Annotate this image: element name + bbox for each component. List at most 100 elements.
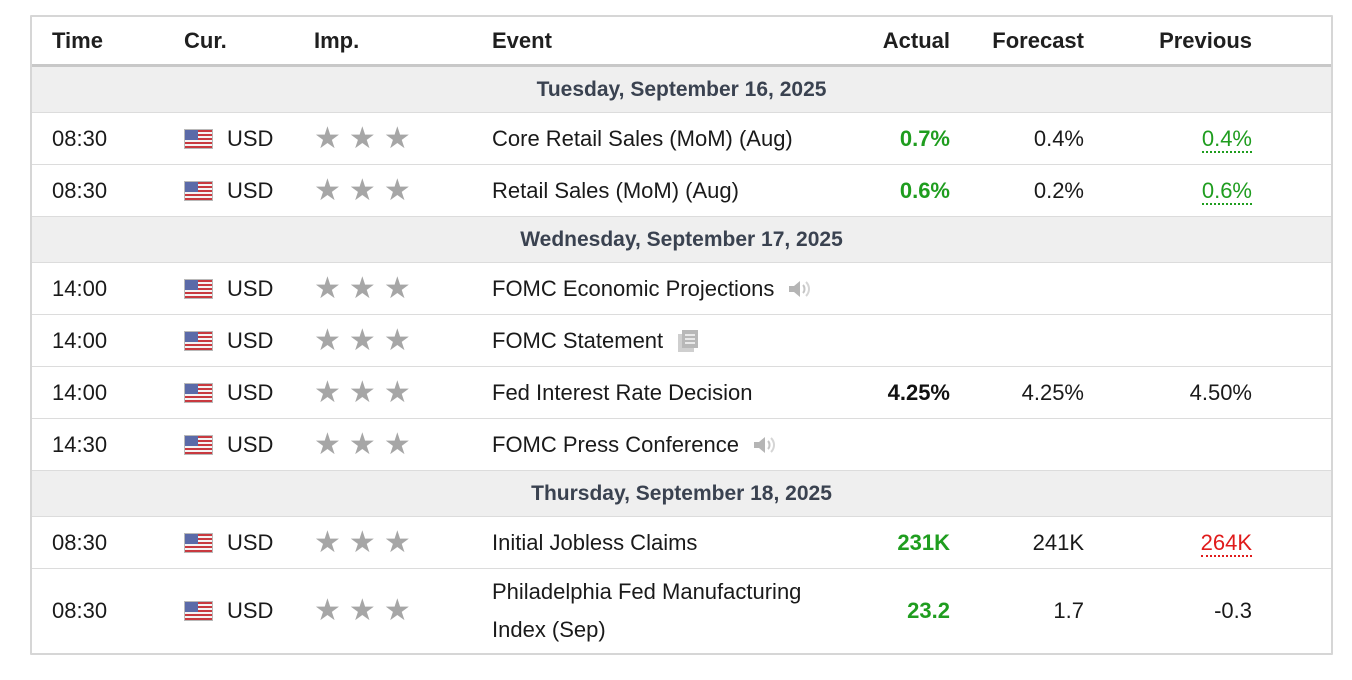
previous-value-text[interactable]: 0.4% [1201,125,1252,153]
star-icon: ★ [348,271,376,305]
event-time: 14:30 [52,431,108,457]
us-flag-icon [184,532,213,553]
star-icon: ★ [383,427,411,461]
currency-code: USD [227,529,274,555]
forecast-value: 0.4% [1033,125,1084,151]
star-icon: ★ [383,271,411,305]
event-time: 08:30 [52,598,108,623]
star-icon: ★ [383,375,411,409]
event-name-line1[interactable]: Philadelphia Fed Manufacturing [492,579,802,604]
table-row[interactable]: 14:00 USD ★ ★ ★ FOMC Economic Projections [32,263,1331,315]
actual-value: 4.25% [887,379,950,405]
star-icon: ★ [348,375,376,409]
previous-value[interactable]: 264K [1200,529,1252,557]
event-name-text[interactable]: FOMC Press Conference [492,431,739,457]
header-previous[interactable]: Previous [1159,27,1252,53]
star-icon: ★ [314,375,341,409]
importance-stars: ★ ★ ★ [314,525,419,559]
table-row[interactable]: 08:30 USD ★ ★ ★ Philadelphia Fed Manufactu… [32,569,1331,653]
us-flag-icon [184,330,213,351]
forecast-value: 1.7 [1053,598,1084,623]
table-header: Time Cur. Imp. Event Actual Forecast Pre… [32,17,1331,67]
star-icon: ★ [314,271,341,305]
star-icon: ★ [383,594,411,627]
event-name[interactable]: Fed Interest Rate Decision [492,380,752,406]
table-row[interactable]: 14:00 USD ★ ★ ★ Fed Interest Rate Decision… [32,367,1331,419]
importance-stars: ★ ★ ★ [314,375,419,409]
day-header: Wednesday, September 17, 2025 [32,217,1331,263]
star-icon: ★ [348,427,376,461]
star-icon: ★ [314,594,341,627]
previous-value[interactable]: 0.4% [1201,125,1252,153]
event-name-line2[interactable]: Index (Sep) [492,617,606,642]
currency-code: USD [227,275,274,301]
event-name[interactable]: Retail Sales (MoM) (Aug) [492,178,739,204]
currency-code: USD [227,379,274,405]
event-name[interactable]: Initial Jobless Claims [492,530,697,556]
table-row[interactable]: 08:30 USD ★ ★ ★ Initial Jobless Claims 231… [32,517,1331,569]
event-name-text[interactable]: Retail Sales (MoM) (Aug) [492,177,739,203]
day-label: Wednesday, September 17, 2025 [520,227,843,251]
us-flag-icon [184,434,213,455]
currency-code: USD [227,598,274,623]
table-row[interactable]: 08:30 USD ★ ★ ★ Retail Sales (MoM) (Aug) 0… [32,165,1331,217]
star-icon: ★ [383,121,411,155]
importance-stars: ★ ★ ★ [314,323,419,357]
event-time: 14:00 [52,379,108,405]
currency-cell: USD [184,126,273,152]
event-name-text[interactable]: Core Retail Sales (MoM) (Aug) [492,125,793,151]
header-currency[interactable]: Cur. [184,27,227,53]
header-event[interactable]: Event [492,27,552,53]
us-flag-icon [184,128,213,149]
star-icon: ★ [383,173,411,207]
actual-value: 231K [897,529,950,555]
event-name[interactable]: FOMC Press Conference [492,432,777,458]
currency-code: USD [227,177,274,203]
star-icon: ★ [348,173,376,207]
importance-stars: ★ ★ ★ [314,271,419,305]
event-time: 14:00 [52,275,108,301]
importance-stars: ★ ★ ★ [314,173,419,207]
currency-cell: USD [184,530,273,556]
star-icon: ★ [348,323,376,357]
importance-stars: ★ ★ ★ [314,121,419,155]
previous-value-text[interactable]: 264K [1200,529,1252,557]
event-time: 08:30 [52,177,108,203]
event-name[interactable]: Core Retail Sales (MoM) (Aug) [492,126,793,152]
event-time: 08:30 [52,529,108,555]
table-row[interactable]: 14:30 USD ★ ★ ★ FOMC Press Conference [32,419,1331,471]
header-forecast[interactable]: Forecast [992,27,1084,53]
event-name[interactable]: FOMC Statement [492,328,701,354]
header-time[interactable]: Time [52,27,103,53]
star-icon: ★ [348,121,376,155]
currency-code: USD [227,431,274,457]
star-icon: ★ [314,427,341,461]
currency-cell: USD [184,328,273,354]
header-importance[interactable]: Imp. [314,27,360,53]
table-row[interactable]: 14:00 USD ★ ★ ★ FOMC Statement [32,315,1331,367]
us-flag-icon [184,180,213,201]
document-icon[interactable] [675,329,701,353]
star-icon: ★ [314,121,341,155]
forecast-value: 4.25% [1021,379,1084,405]
event-name-text[interactable]: FOMC Economic Projections [492,275,775,301]
currency-code: USD [227,327,274,353]
event-time: 14:00 [52,327,108,353]
previous-value-text[interactable]: 0.6% [1201,177,1252,205]
star-icon: ★ [383,525,411,559]
event-name[interactable]: Philadelphia Fed Manufacturing Index (Se… [492,573,801,649]
economic-calendar-table: Time Cur. Imp. Event Actual Forecast Pre… [30,15,1333,655]
event-name-text[interactable]: FOMC Statement [492,327,664,353]
header-actual[interactable]: Actual [882,27,950,53]
forecast-value: 0.2% [1033,177,1084,203]
currency-cell: USD [184,432,273,458]
speaker-icon[interactable] [751,433,777,457]
event-name-text[interactable]: Initial Jobless Claims [492,529,698,555]
event-name-text[interactable]: Fed Interest Rate Decision [492,379,753,405]
event-name[interactable]: FOMC Economic Projections [492,276,812,302]
day-label: Thursday, September 18, 2025 [531,481,832,505]
table-row[interactable]: 08:30 USD ★ ★ ★ Core Retail Sales (MoM) (A… [32,113,1331,165]
speaker-icon[interactable] [786,277,812,301]
currency-code: USD [227,125,274,151]
previous-value[interactable]: 0.6% [1201,177,1252,205]
